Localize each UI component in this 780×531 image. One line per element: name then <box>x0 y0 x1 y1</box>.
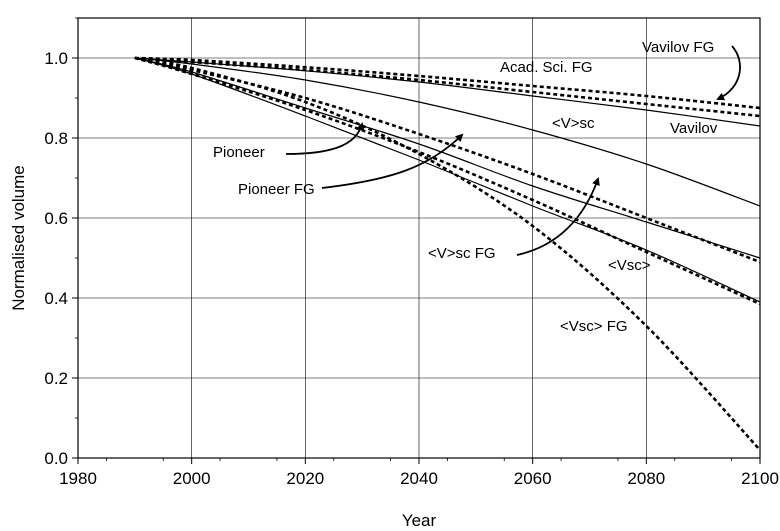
x-tick-label: 2000 <box>173 469 211 488</box>
y-tick-label: 0.6 <box>44 209 68 228</box>
y-tick-label: 1.0 <box>44 49 68 68</box>
annotation-label: Pioneer FG <box>238 181 315 198</box>
y-tick-label: 0.4 <box>44 289 68 308</box>
annotation-label: <V>sc <box>552 115 595 132</box>
annotation-label: <V>sc FG <box>428 245 496 262</box>
y-tick-label: 0.2 <box>44 369 68 388</box>
x-tick-label: 2020 <box>286 469 324 488</box>
x-tick-label: 2100 <box>741 469 779 488</box>
series-line-v-sc-fg <box>134 56 761 264</box>
annotation-arrow <box>321 133 464 189</box>
annotation-arrow <box>285 122 365 155</box>
annotation-label: Pioneer <box>213 144 265 161</box>
x-tick-label: 2060 <box>514 469 552 488</box>
series-annotations: Vavilov FG Acad. Sci. FG <V>sc Vavilov Pione… <box>213 39 718 335</box>
axis-ticks <box>72 17 761 464</box>
series-line-pioneer-fg <box>134 56 761 306</box>
series-line-pioneer <box>134 57 761 259</box>
x-tick-label: 2080 <box>627 469 665 488</box>
annotation-arrow <box>716 45 741 101</box>
tick-labels: 1980 2000 2020 2040 2060 2080 2100 0.0 0.2 0.4 0.6… <box>44 49 779 488</box>
y-tick-label: 0.0 <box>44 449 68 468</box>
series-line-vavilov-fg <box>134 56 761 110</box>
x-axis-label: Year <box>402 511 437 530</box>
series-line-vavilov <box>134 57 761 127</box>
series-line-v-sc <box>134 57 761 207</box>
annotation-label: Acad. Sci. FG <box>500 59 593 76</box>
x-tick-label: 1980 <box>59 469 97 488</box>
annotation-label: <Vsc> FG <box>560 318 628 335</box>
series-line-acad-sci-fg <box>134 56 761 118</box>
annotation-arrow <box>516 177 600 256</box>
annotation-label: Vavilov <box>670 120 718 137</box>
annotation-label: Vavilov FG <box>642 39 714 56</box>
series-lines <box>134 56 761 451</box>
y-axis-label: Normalised volume <box>9 165 28 311</box>
series-line-vsc <box>134 57 761 303</box>
annotation-label: <Vsc> <box>608 257 651 274</box>
annotation-arrows <box>285 45 741 256</box>
x-tick-label: 2040 <box>400 469 438 488</box>
gridlines <box>77 18 761 459</box>
y-tick-label: 0.8 <box>44 129 68 148</box>
series-line-vsc-fg <box>134 56 761 451</box>
